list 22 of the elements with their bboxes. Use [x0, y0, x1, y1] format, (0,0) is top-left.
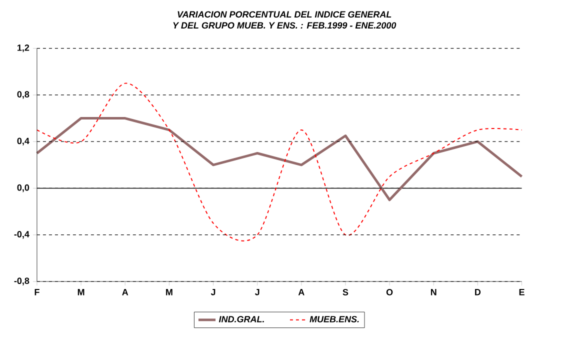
y-tick-label: -0,8: [14, 278, 30, 286]
y-tick-label: 1,2: [18, 44, 30, 52]
x-tick-label: A: [122, 289, 128, 296]
x-tick-label: J: [254, 289, 260, 296]
legend-label: MUEB.ENS.: [310, 316, 359, 322]
x-tick-label: S: [342, 289, 348, 296]
x-tick-label: O: [386, 289, 393, 296]
legend-label: IND.GRAL.: [218, 316, 264, 322]
x-tick-label: M: [78, 289, 84, 296]
x-tick-label: N: [430, 289, 436, 296]
x-tick-label: M: [166, 289, 172, 296]
y-tick-label: 0,8: [17, 91, 30, 99]
x-tick-label: F: [34, 289, 40, 296]
y-tick-label: 0,0: [17, 184, 30, 192]
chart-title: VARIACION PORCENTUAL DEL INDICE GENERAL Y DEL GRUPO MUEB. Y ENS. : FEB.1999 - ENE.2000: [173, 11, 396, 29]
x-tick-label: J: [210, 289, 216, 296]
y-tick-label: -0,4: [14, 231, 30, 239]
x-tick-label: A: [298, 289, 304, 296]
line-series: [36, 117, 524, 202]
y-tick-label: 0,4: [17, 138, 30, 146]
x-tick-label: D: [475, 289, 481, 296]
x-tick-label: E: [519, 289, 524, 296]
